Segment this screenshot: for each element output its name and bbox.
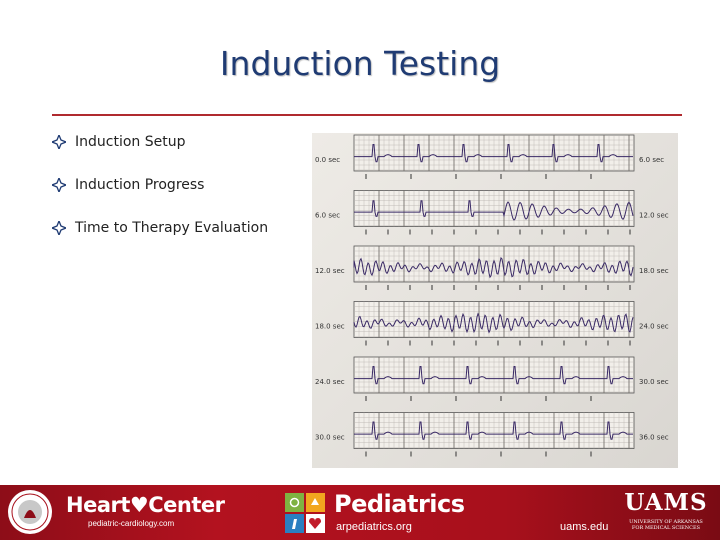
ecg-trace — [353, 256, 634, 279]
ecg-marker-ticks — [365, 451, 592, 457]
ecg-grid-major-lines — [378, 301, 630, 338]
ecg-trace — [353, 312, 634, 334]
diamond-bullet-icon — [52, 135, 66, 149]
bullet-item: Induction Setup — [52, 132, 292, 152]
uams-subtitle-line: FOR MEDICAL SCIENCES — [631, 525, 701, 531]
row-end-time: 6.0 sec — [639, 156, 664, 164]
uams-letters: UAMS — [624, 489, 708, 516]
ecg-grid-major-lines — [378, 412, 630, 449]
row-end-time: 12.0 sec — [639, 212, 669, 220]
ecg-row: 0.0 sec 6.0 sec — [315, 134, 664, 179]
row-start-time: 12.0 sec — [315, 267, 345, 275]
bullet-text: Induction Progress — [75, 177, 205, 193]
row-end-time: 30.0 sec — [639, 378, 669, 386]
slide-title: Induction Testing — [219, 44, 501, 83]
ecg-marker-ticks — [365, 285, 631, 290]
ecg-trace — [354, 366, 633, 385]
ecg-marker-ticks — [365, 174, 592, 179]
uams-url: uams.edu — [560, 521, 609, 533]
row-end-time: 18.0 sec — [639, 267, 669, 275]
ecg-trace — [354, 144, 633, 163]
ecg-strip-photo: 0.0 sec 6.0 sec 6.0 sec 12.0 sec 12.0 sec 18.… — [312, 133, 678, 468]
uams-subtitle: UNIVERSITY OF ARKANSAS FOR MEDICAL SCIEN… — [618, 519, 714, 531]
pediatrics-url: arpediatrics.org — [336, 521, 412, 533]
heart-center-logo: Heart♥Center — [66, 493, 225, 517]
bullet-text: Induction Setup — [75, 134, 186, 150]
ecg-row: 12.0 sec 18.0 sec — [315, 245, 669, 290]
row-start-time: 6.0 sec — [315, 212, 340, 220]
diamond-bullet-icon — [52, 178, 66, 192]
pediatrics-icons — [285, 493, 325, 533]
ecg-row: 30.0 sec 36.0 sec — [315, 412, 669, 457]
uams-logo: UAMS UNIVERSITY OF ARKANSAS FOR MEDICAL … — [618, 489, 714, 537]
ecg-grid-major-lines — [378, 357, 630, 393]
bullet-item: Time to Therapy Evaluation — [52, 218, 292, 238]
row-end-time: 36.0 sec — [639, 434, 669, 442]
bullet-text: Time to Therapy Evaluation — [75, 220, 269, 236]
footer-bar: Heart♥Center pediatric-cardiology.com Pe… — [0, 485, 720, 540]
diamond-bullet-icon — [52, 221, 66, 235]
row-start-time: 24.0 sec — [315, 378, 345, 386]
ecg-row: 18.0 sec 24.0 sec — [315, 301, 669, 346]
ecg-marker-ticks — [365, 396, 592, 401]
ecg-marker-ticks — [365, 340, 631, 346]
heart-center-url: pediatric-cardiology.com — [88, 519, 175, 528]
ecg-grid-major-lines — [378, 135, 630, 171]
title-divider — [52, 114, 682, 116]
heart-center-seal-icon — [8, 490, 52, 534]
ecg-grid-major-lines — [378, 190, 630, 227]
ecg-trace — [354, 421, 633, 440]
bullet-item: Induction Progress — [52, 175, 292, 195]
uams-subtitle-line: UNIVERSITY OF ARKANSAS — [629, 519, 703, 525]
row-start-time: 18.0 sec — [315, 323, 345, 331]
row-start-time: 30.0 sec — [315, 434, 345, 442]
ecg-trace — [354, 200, 634, 221]
row-end-time: 24.0 sec — [639, 323, 669, 331]
pediatrics-logo: Pediatrics — [334, 490, 465, 518]
ecg-row: 6.0 sec 12.0 sec — [315, 190, 669, 235]
ecg-row: 24.0 sec 30.0 sec — [315, 356, 669, 401]
bullet-list: Induction Setup Induction Progress Time … — [52, 132, 292, 261]
ecg-strip-graphic: 0.0 sec 6.0 sec 6.0 sec 12.0 sec 12.0 sec 18.… — [315, 134, 669, 457]
row-start-time: 0.0 sec — [315, 156, 340, 164]
ecg-marker-ticks — [365, 229, 631, 235]
